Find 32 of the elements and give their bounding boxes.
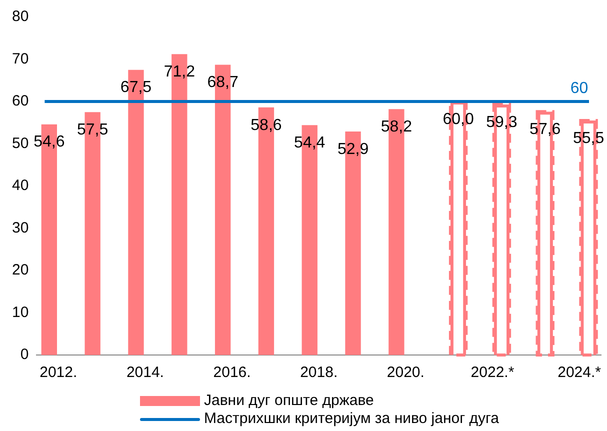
data-label: 54,6 — [34, 134, 65, 151]
data-label: 54,4 — [294, 134, 326, 152]
legend-label: Мастрихшки критеријум за ниво јаног дуга — [204, 410, 499, 428]
data-label: 67,5 — [120, 79, 152, 96]
x-tick-label: 2016. — [213, 364, 251, 382]
data-label: 52,9 — [337, 140, 369, 158]
data-label: 58,6 — [250, 116, 282, 134]
y-tick-label: 50 — [12, 134, 29, 152]
y-tick-label: 0 — [20, 346, 29, 364]
y-tick-label: 60 — [12, 92, 29, 110]
x-tick-label: 2020. — [386, 364, 424, 382]
y-tick-label: 70 — [12, 50, 29, 68]
x-tick-label: 2022.* — [470, 364, 514, 382]
data-label: 58,2 — [380, 118, 412, 136]
data-label: 71,2 — [164, 64, 196, 81]
x-tick-label: 2014. — [126, 364, 164, 382]
x-tick-label: 2018. — [300, 364, 338, 382]
y-tick-label: 40 — [12, 177, 29, 194]
data-label: 57,6 — [530, 121, 561, 138]
data-label: 68,7 — [207, 74, 238, 92]
x-tick-label: 2012. — [40, 364, 78, 382]
data-label: 57,5 — [77, 121, 108, 138]
legend-label: Јавни дуг опште државе — [204, 392, 374, 410]
y-tick-label: 30 — [12, 219, 29, 236]
y-tick-label: 20 — [12, 262, 29, 279]
data-label: 55,5 — [572, 130, 604, 147]
y-tick-label: 10 — [12, 304, 29, 321]
x-tick-label: 2024.* — [558, 364, 602, 382]
annotation: 60 — [570, 80, 588, 97]
data-label: 60,0 — [442, 110, 474, 128]
y-tick-label: 80 — [12, 8, 29, 26]
data-label: 59,3 — [486, 114, 518, 131]
